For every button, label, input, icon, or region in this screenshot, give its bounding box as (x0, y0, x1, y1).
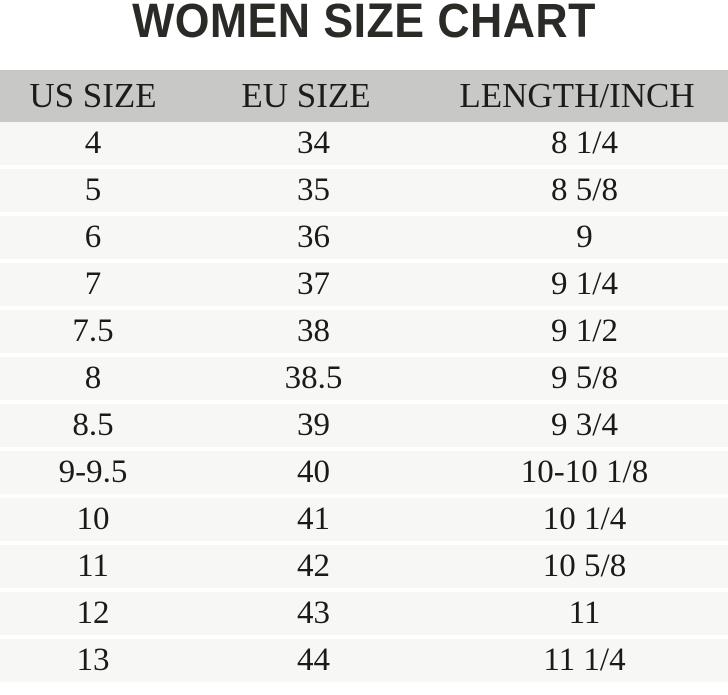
cell-length: 10 5/8 (542, 548, 627, 584)
cell-eu: 40 (297, 454, 330, 490)
cell-length: 10 1/4 (542, 501, 627, 537)
table-row: 5 35 8 5/8 (0, 169, 728, 212)
page-title: WOMEN SIZE CHART (132, 0, 596, 48)
table-row: 4 34 8 1/4 (0, 122, 728, 165)
cell-eu: 38 (297, 313, 330, 349)
cell-eu: 44 (297, 642, 330, 678)
cell-us: 8 (84, 360, 102, 396)
cell-us: 10 (76, 501, 110, 537)
column-header-eu-size: EU SIZE (241, 76, 371, 115)
cell-length: 8 5/8 (551, 172, 618, 208)
cell-us: 6 (84, 219, 102, 255)
cell-eu: 39 (297, 407, 330, 443)
cell-us: 9-9.5 (58, 454, 128, 490)
table-row: 11 42 10 5/8 (0, 545, 728, 588)
table-row: 8 38.5 9 5/8 (0, 357, 728, 400)
cell-eu: 42 (297, 548, 330, 584)
table-header-row: US SIZE EU SIZE LENGTH/INCH (0, 70, 728, 122)
table-row: 7 37 9 1/4 (0, 263, 728, 306)
cell-us: 11 (77, 548, 109, 584)
cell-eu: 43 (297, 595, 330, 631)
column-header-length-inch: LENGTH/INCH (459, 76, 695, 115)
cell-length: 9 5/8 (551, 360, 618, 396)
cell-us: 12 (76, 595, 110, 631)
table-row: 9-9.5 40 10-10 1/8 (0, 451, 728, 494)
cell-us: 13 (76, 642, 110, 678)
cell-us: 8.5 (72, 407, 114, 443)
cell-length: 10-10 1/8 (520, 454, 649, 490)
cell-eu: 36 (297, 219, 330, 255)
cell-eu: 41 (297, 501, 330, 537)
cell-length: 9 1/2 (551, 313, 618, 349)
table-row: 6 36 9 (0, 216, 728, 259)
cell-us: 7.5 (72, 313, 114, 349)
cell-length: 9 1/4 (551, 266, 618, 302)
cell-eu: 37 (297, 266, 330, 302)
cell-us: 5 (84, 172, 102, 208)
cell-us: 4 (84, 125, 102, 161)
table-row: 10 41 10 1/4 (0, 498, 728, 541)
table-row: 7.5 38 9 1/2 (0, 310, 728, 353)
cell-length: 11 1/4 (543, 642, 626, 678)
cell-length: 8 1/4 (551, 125, 618, 161)
column-header-us-size: US SIZE (29, 76, 157, 115)
cell-eu: 34 (297, 125, 330, 161)
cell-eu: 35 (297, 172, 330, 208)
cell-length: 9 3/4 (551, 407, 618, 443)
cell-length: 11 (568, 595, 601, 631)
cell-length: 9 (576, 219, 593, 255)
table-row: 12 43 11 (0, 592, 728, 635)
table-row: 13 44 11 1/4 (0, 639, 728, 682)
cell-us: 7 (84, 266, 102, 302)
table-body: 4 34 8 1/4 5 35 8 5/8 6 36 9 7 37 9 1/4 7.5 38 9 1/2 8 3… (0, 122, 728, 686)
table-row: 8.5 39 9 3/4 (0, 404, 728, 447)
cell-eu: 38.5 (284, 360, 343, 396)
